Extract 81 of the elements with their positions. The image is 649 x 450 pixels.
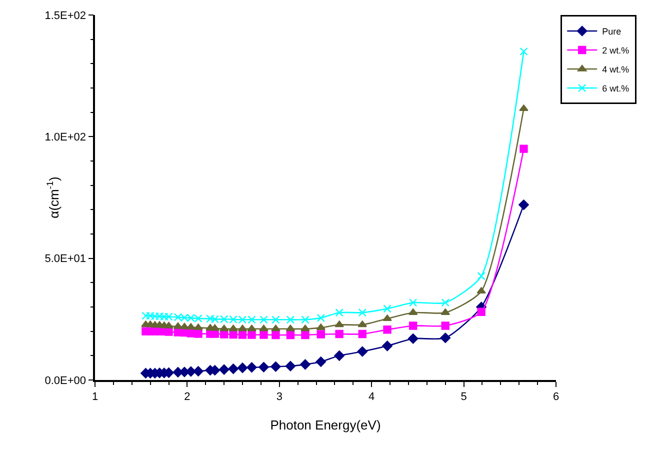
point — [194, 324, 203, 330]
point — [408, 333, 418, 344]
point — [300, 359, 310, 370]
point — [248, 330, 256, 339]
x-tick-label: 4 — [368, 390, 375, 403]
x-tick-label: 2 — [184, 390, 190, 403]
point — [358, 320, 368, 328]
point — [316, 356, 326, 367]
point — [247, 324, 256, 332]
point — [220, 330, 228, 338]
point — [358, 308, 366, 317]
point — [272, 316, 280, 324]
x-tick-label: 5 — [460, 390, 467, 403]
y-tick-label: 1.5E+02 — [44, 10, 86, 22]
point — [272, 330, 280, 340]
y-tick-label: 5.0E+01 — [44, 253, 86, 266]
point — [173, 322, 183, 329]
point — [219, 324, 229, 332]
point — [193, 366, 204, 376]
point — [246, 362, 257, 372]
x-axis-title: Photon Energy(eV) — [270, 418, 381, 432]
point — [260, 316, 268, 324]
point — [237, 362, 248, 373]
point — [358, 330, 366, 338]
point — [408, 322, 418, 330]
point — [382, 340, 392, 352]
point — [519, 104, 528, 112]
point — [408, 298, 418, 307]
point — [259, 324, 268, 332]
point — [334, 350, 344, 361]
point — [238, 324, 248, 332]
point — [164, 328, 173, 336]
legend-label: 6 wt.% — [602, 84, 630, 94]
point — [186, 366, 196, 377]
point — [520, 144, 528, 153]
point — [228, 324, 238, 332]
point — [316, 330, 325, 338]
point — [286, 330, 295, 340]
point — [194, 330, 202, 338]
point — [477, 308, 486, 316]
point — [518, 200, 529, 210]
legend-label: Pure — [602, 26, 622, 37]
point — [441, 322, 450, 330]
point — [271, 324, 280, 332]
legend-label: 2 wt.% — [602, 46, 630, 56]
point — [441, 298, 450, 307]
x-tick-label: 6 — [552, 390, 560, 403]
point — [238, 330, 247, 339]
point — [520, 47, 528, 56]
point — [316, 314, 325, 322]
point — [260, 330, 268, 339]
legend-label: 4 wt.% — [602, 64, 630, 75]
point — [218, 364, 230, 375]
point — [300, 324, 310, 332]
y-tick-label: 1.0E+02 — [44, 132, 86, 144]
point — [357, 346, 368, 357]
point — [286, 316, 295, 324]
point — [301, 330, 310, 340]
point — [228, 364, 238, 374]
point — [285, 360, 296, 372]
point — [210, 324, 220, 331]
point — [383, 326, 392, 334]
point — [382, 314, 392, 322]
point — [186, 323, 196, 330]
point — [383, 304, 392, 313]
point — [164, 322, 174, 328]
x-tick-label: 1 — [92, 390, 98, 403]
point — [440, 332, 451, 344]
x-tick-label: 3 — [276, 390, 282, 403]
point — [334, 320, 344, 328]
point — [301, 316, 310, 324]
point — [270, 361, 281, 372]
point — [229, 330, 238, 339]
point — [335, 308, 344, 317]
point — [316, 324, 326, 330]
point — [476, 287, 486, 294]
point — [335, 330, 344, 338]
point — [286, 324, 296, 332]
point — [477, 272, 486, 280]
point — [258, 362, 269, 372]
y-tick-label: 0.0E+00 — [44, 374, 86, 387]
